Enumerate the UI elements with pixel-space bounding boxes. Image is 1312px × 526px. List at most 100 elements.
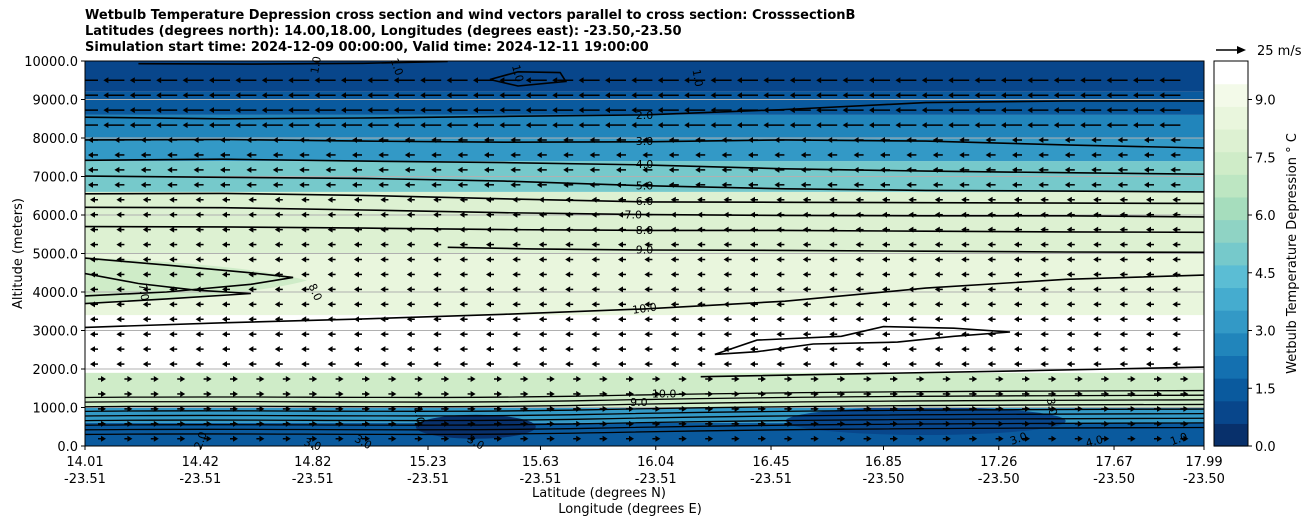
wind-vector-head-13-1 xyxy=(116,271,122,278)
wind-vector-head-0-13 xyxy=(420,77,426,84)
wind-vector-head-10-32 xyxy=(934,226,940,233)
wind-vector-head-23-21 xyxy=(655,420,661,427)
wind-vector-head-21-29 xyxy=(866,390,872,397)
wind-vector-head-24-11 xyxy=(391,435,397,442)
wind-vector-head-22-1 xyxy=(127,405,133,412)
wind-vector-head-17-27 xyxy=(802,331,808,338)
wind-vector-head-10-8 xyxy=(301,226,307,233)
wind-vector-head-11-32 xyxy=(934,241,940,248)
wind-vector-head-8-1 xyxy=(116,196,122,203)
wind-vector-head-17-26 xyxy=(776,331,782,338)
wind-vector-head-5-31 xyxy=(906,151,912,158)
wind-vector-head-17-22 xyxy=(670,331,676,338)
wind-vector-head-0-33 xyxy=(948,77,954,84)
wind-vector-head-21-12 xyxy=(417,390,423,397)
wind-vector-head-19-29 xyxy=(855,361,861,368)
wind-vector-head-13-6 xyxy=(248,271,254,278)
wind-vector-head-4-40 xyxy=(1144,137,1149,144)
wind-vector-head-17-8 xyxy=(301,331,307,338)
wind-vector-head-12-38 xyxy=(1093,256,1099,263)
wind-vector-head-3-28 xyxy=(816,122,822,129)
wind-vector-head-19-30 xyxy=(882,361,887,368)
wind-vector-head-17-24 xyxy=(723,331,729,338)
wind-vector-head-20-40 xyxy=(1157,376,1162,383)
wind-vector-head-24-16 xyxy=(523,435,529,442)
wind-vector-head-20-8 xyxy=(312,376,318,383)
wind-vector-head-19-12 xyxy=(406,361,412,368)
wind-vector-head-12-23 xyxy=(697,256,703,263)
wind-vector-head-4-11 xyxy=(378,137,384,144)
x-tick-lat-10: 17.99 xyxy=(1185,455,1222,470)
wind-vector-head-19-40 xyxy=(1146,361,1151,368)
wind-vector-head-0-9 xyxy=(314,77,320,84)
wind-vector-head-21-25 xyxy=(761,390,766,397)
wind-vector-head-15-41 xyxy=(1172,301,1178,308)
wind-vector-head-22-24 xyxy=(734,405,740,412)
wind-vector-head-1-29 xyxy=(842,92,848,99)
wind-vector-head-3-25 xyxy=(737,122,742,129)
wind-vector-head-7-1 xyxy=(114,181,120,188)
wind-vector-head-22-11 xyxy=(391,405,397,412)
wind-vector-head-9-2 xyxy=(142,211,148,218)
wind-vector-head-11-33 xyxy=(961,241,967,248)
wind-vector-head-21-24 xyxy=(734,390,740,397)
contour-line-7 xyxy=(85,206,1204,218)
wind-vector-head-6-40 xyxy=(1144,166,1149,173)
wind-vector-head-11-25 xyxy=(750,241,755,248)
wind-vector-head-11-15 xyxy=(486,241,491,248)
wind-vector-head-1-9 xyxy=(314,92,320,99)
wind-vector-head-8-7 xyxy=(274,196,280,203)
wind-vector-head-19-16 xyxy=(512,361,518,368)
wind-vector-head-3-10 xyxy=(341,122,346,129)
wind-vector-head-13-12 xyxy=(406,271,412,278)
wind-vector-head-14-22 xyxy=(670,286,676,293)
wind-vector-head-9-34 xyxy=(987,211,993,218)
wind-vector-head-7-10 xyxy=(352,181,357,188)
wind-vector-head-24-19 xyxy=(602,435,608,442)
wind-vector-head-14-11 xyxy=(380,286,386,293)
wind-vector-head-3-1 xyxy=(103,122,109,129)
colorbar-segment-8 xyxy=(1214,242,1248,266)
wind-vector-head-2-34 xyxy=(974,107,980,114)
wind-vector-head-16-28 xyxy=(829,316,835,323)
wind-vector-head-1-7 xyxy=(261,92,267,99)
wind-vector-head-21-36 xyxy=(1051,390,1057,397)
wind-vector-head-11-20 xyxy=(618,241,623,248)
wind-vector-head-2-15 xyxy=(473,107,478,114)
wind-vector-head-16-25 xyxy=(750,316,755,323)
wind-vector-head-11-34 xyxy=(987,241,993,248)
wind-vector-head-10-15 xyxy=(486,226,491,233)
wind-vector-head-13-13 xyxy=(433,271,439,278)
wind-vector-head-9-25 xyxy=(750,211,755,218)
wind-vector-head-21-10 xyxy=(365,390,370,397)
colorbar-segment-11 xyxy=(1214,174,1248,198)
wind-vector-head-15-10 xyxy=(354,301,359,308)
wind-vector-head-22-38 xyxy=(1104,405,1110,412)
wind-vector-head-11-31 xyxy=(908,241,914,248)
wind-vector-head-8-17 xyxy=(538,196,544,203)
wind-vector-head-19-34 xyxy=(987,361,993,368)
wind-vector-head-2-9 xyxy=(314,107,320,114)
wind-vector-head-9-3 xyxy=(169,211,175,218)
wind-vector-head-16-21 xyxy=(644,316,650,323)
wind-vector-head-6-29 xyxy=(853,166,859,173)
wind-vector-head-16-9 xyxy=(327,316,333,323)
wind-vector-head-9-6 xyxy=(248,211,254,218)
wind-vector-head-13-0 xyxy=(90,271,95,278)
x-tick-lat-9: 17.67 xyxy=(1095,455,1132,470)
wind-vector-head-10-28 xyxy=(829,226,835,233)
wind-vector-head-1-17 xyxy=(525,92,531,99)
wind-vector-head-22-7 xyxy=(285,405,291,412)
wind-vector-head-2-14 xyxy=(446,107,452,114)
colorbar-tick-label-3: 4.5 xyxy=(1255,267,1276,282)
wind-vector-head-24-15 xyxy=(497,435,502,442)
wind-vector-head-20-13 xyxy=(444,376,450,383)
wind-vector-head-14-15 xyxy=(486,286,491,293)
wind-vector-head-3-26 xyxy=(763,122,769,129)
wind-vector-head-2-17 xyxy=(525,107,531,114)
wind-vector-head-6-25 xyxy=(748,166,753,173)
wind-vector-head-20-32 xyxy=(945,376,951,383)
x-tick-lat-8: 17.26 xyxy=(980,455,1017,470)
wind-vector-head-3-6 xyxy=(235,122,241,129)
wind-vector-head-6-5 xyxy=(220,166,225,173)
